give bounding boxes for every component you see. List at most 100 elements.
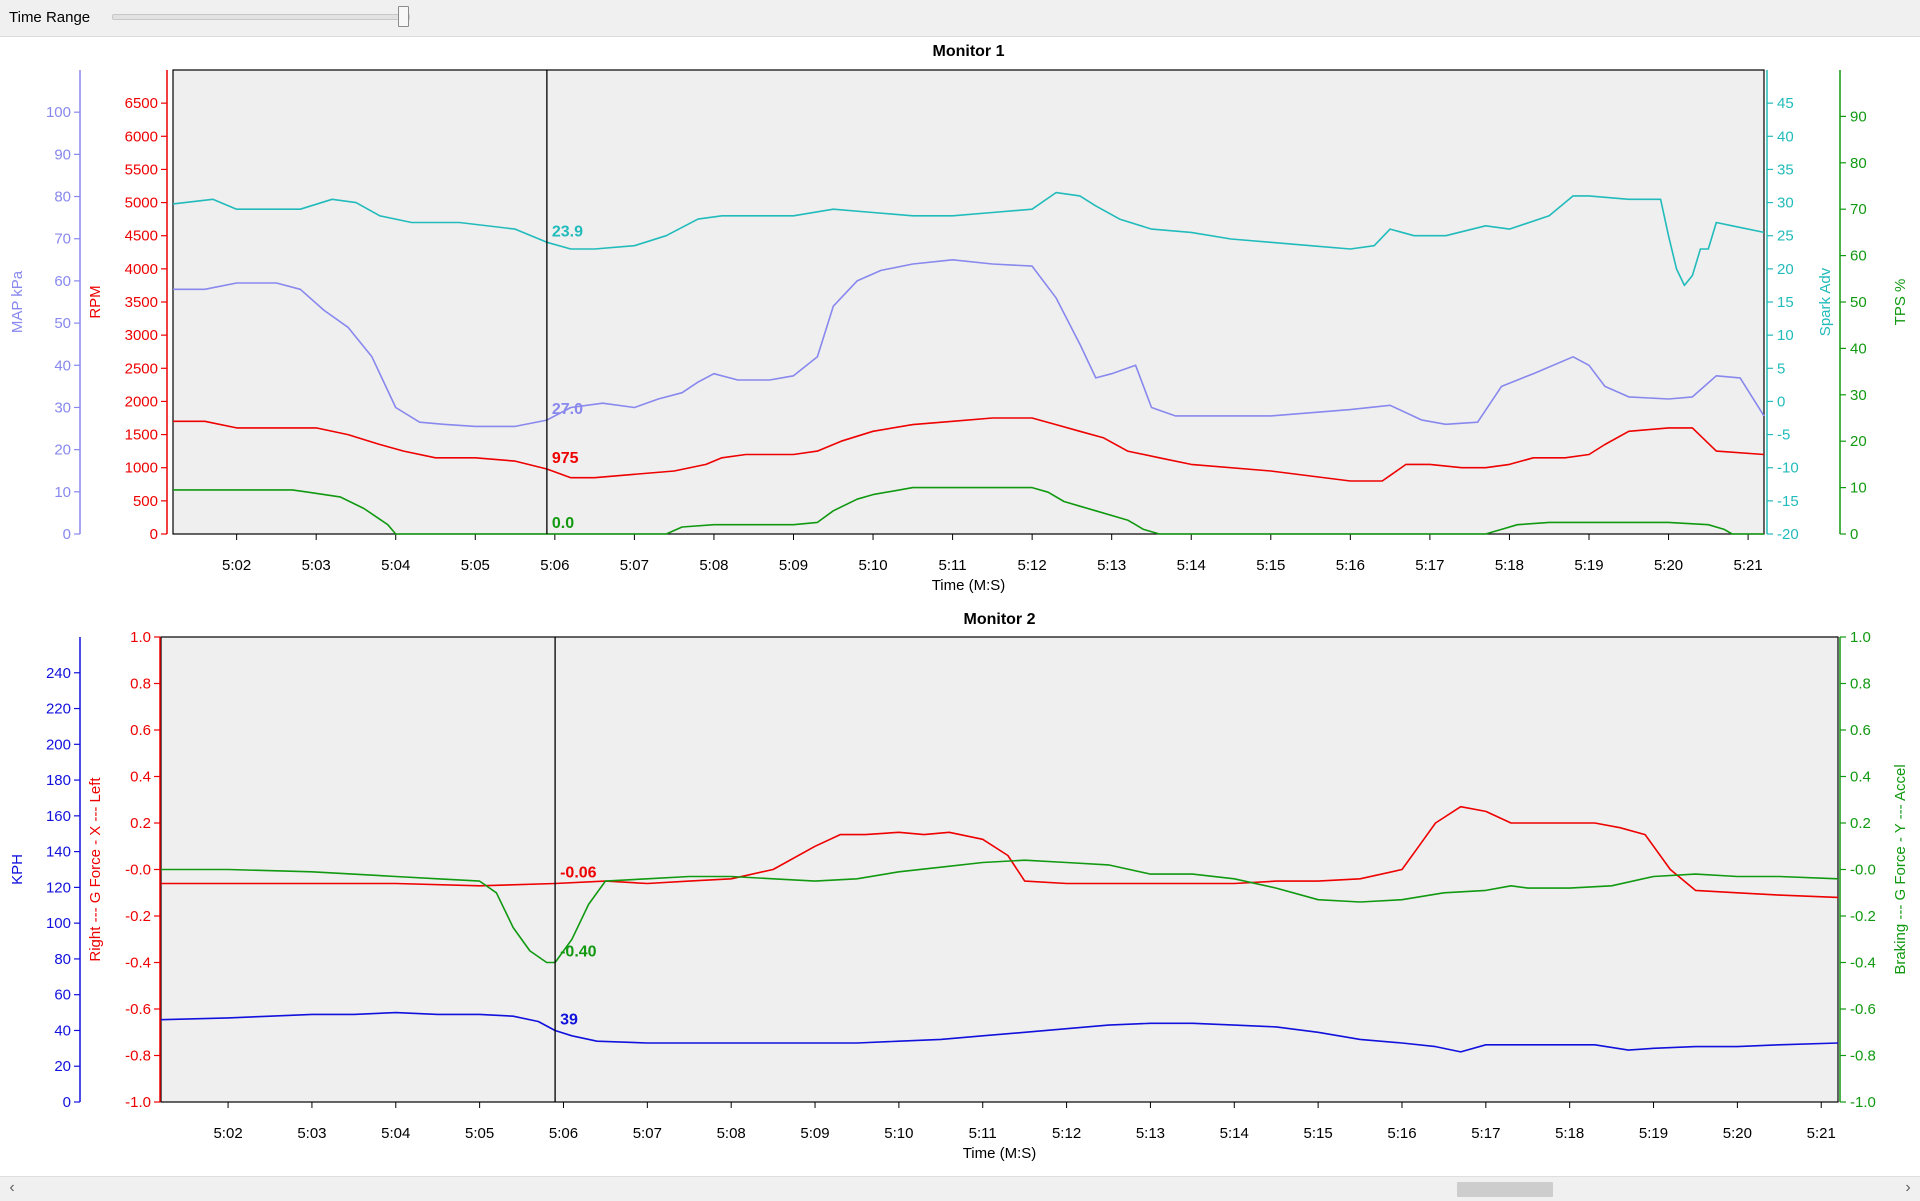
y-tick-label: 20	[54, 442, 71, 459]
x-tick-label: 5:02	[213, 1125, 242, 1142]
y-tick-label: 40	[1850, 340, 1867, 357]
y-tick-label: 60	[54, 987, 71, 1004]
x-tick-label: 5:10	[884, 1125, 913, 1142]
y-tick-label: 5500	[125, 161, 158, 178]
scroll-left-icon[interactable]: ‹	[9, 1179, 15, 1196]
y-tick-label: -0.4	[1850, 955, 1876, 972]
time-range-label: Time Range	[9, 9, 91, 26]
cursor-value-spark-adv: 23.9	[552, 223, 583, 240]
y-tick-label: 30	[54, 399, 71, 416]
y-tick-label: 220	[46, 701, 71, 718]
monitor-2-chart: Monitor 25:02 5:03 5:04 5:05 5:06 5:07 5:08 5:0…	[9, 611, 1909, 1162]
scrollbar-thumb[interactable]	[1457, 1182, 1553, 1197]
y-tick-label: 0	[1850, 526, 1858, 543]
spark-adv-axis: -20 -15 -10 -5 0 5 10 15 20 25 30 35 40 45 Spark Adv	[1766, 70, 1834, 543]
y-tick-label: 0	[1777, 393, 1785, 410]
x-tick-label: 5:10	[858, 557, 887, 574]
y-tick-label: -0.6	[1850, 1001, 1876, 1018]
cursor-value-tps: 0.0	[552, 515, 574, 532]
x-tick-label: 5:18	[1495, 557, 1524, 574]
monitor-1-chart: Monitor 15:02 5:03 5:04 5:05 5:06 5:07 5:08 5:0…	[9, 43, 1909, 594]
y-tick-label: 0.4	[1850, 769, 1871, 786]
rpm-axis: 0 500 1000 1500 2000 2500 3000 3500 4000 4500 5000…	[87, 70, 168, 543]
y-tick-label: 80	[54, 189, 71, 206]
y-tick-label: 0.2	[130, 815, 151, 832]
x-tick-label: 5:14	[1177, 557, 1206, 574]
charts-area: Monitor 15:02 5:03 5:04 5:05 5:06 5:07 5:08 5:0…	[9, 43, 1909, 1162]
y-tick-label: 0.4	[130, 769, 151, 786]
x-tick-label: 5:07	[620, 557, 649, 574]
y-tick-label: 100	[46, 104, 71, 121]
y-tick-label: 50	[54, 315, 71, 332]
x-tick-label: 5:16	[1336, 557, 1365, 574]
kph-axis-label: KPH	[9, 854, 26, 885]
y-tick-label: 6000	[125, 128, 158, 145]
y-tick-label: 40	[1777, 128, 1794, 145]
y-tick-label: -15	[1777, 493, 1799, 510]
y-tick-label: 3000	[125, 327, 158, 344]
y-tick-label: 0.8	[1850, 676, 1871, 693]
series-line-tps	[173, 486, 1764, 535]
x-tick-label: 5:08	[699, 557, 728, 574]
y-tick-label: 0.2	[1850, 815, 1871, 832]
y-tick-label: -0.4	[125, 955, 151, 972]
x-tick-label: 5:15	[1256, 557, 1285, 574]
x-tick-label: 5:17	[1415, 557, 1444, 574]
x-tick-label: 5:02	[222, 557, 251, 574]
y-tick-label: 1000	[125, 460, 158, 477]
x-tick-label: 5:09	[779, 557, 808, 574]
y-tick-label: 0	[150, 526, 158, 543]
y-tick-label: 240	[46, 665, 71, 682]
y-tick-label: 70	[54, 231, 71, 248]
x-tick-label: 5:20	[1723, 1125, 1752, 1142]
y-tick-label: 70	[1850, 201, 1867, 218]
map-kpa-axis-label: MAP kPa	[9, 270, 26, 333]
y-tick-label: 0	[63, 1094, 71, 1111]
y-tick-label: 40	[54, 1022, 71, 1039]
x-axis-label: Time (M:S)	[932, 577, 1006, 594]
scroll-right-icon[interactable]: ›	[1905, 1179, 1911, 1196]
y-tick-label: 20	[1777, 261, 1794, 278]
x-tick-label: 5:03	[297, 1125, 326, 1142]
y-tick-label: 1.0	[130, 629, 151, 646]
y-tick-label: -0.8	[125, 1048, 151, 1065]
y-tick-label: 0.8	[130, 676, 151, 693]
cursor-value-g-force-y: -0.40	[560, 944, 597, 961]
g-force-y-axis: -1.0 -0.8 -0.6 -0.4 -0.2 -0.0 0.2 0.4 0.6 0.8 1.0 B…	[1839, 629, 1909, 1111]
y-tick-label: -0.0	[125, 862, 151, 879]
horizontal-scrollbar[interactable]: ‹ ›	[0, 1176, 1920, 1201]
kph-axis: 0 20 40 60 80 100 120 140 160 180 200 220 240 KPH	[9, 637, 81, 1111]
y-tick-label: 20	[54, 1058, 71, 1075]
y-tick-label: -5	[1777, 427, 1790, 444]
x-tick-label: 5:04	[381, 557, 410, 574]
y-tick-label: 25	[1777, 228, 1794, 245]
g-force-x-axis-label: Right --- G Force - X --- Left	[87, 777, 104, 962]
y-tick-label: 35	[1777, 161, 1794, 178]
toolbar: Time Range	[0, 0, 1920, 37]
cursor-value-map-kpa: 27.0	[552, 401, 583, 418]
time-range-slider-track[interactable]	[112, 14, 410, 20]
x-axis: 5:02 5:03 5:04 5:05 5:06 5:07 5:08 5:09 5:10 5:11…	[213, 1102, 1836, 1142]
x-tick-label: 5:06	[549, 1125, 578, 1142]
cursor-value-rpm: 975	[552, 450, 579, 467]
y-tick-label: 1.0	[1850, 629, 1871, 646]
x-axis-label: Time (M:S)	[963, 1145, 1037, 1162]
series-line-g-force-y	[161, 859, 1839, 964]
y-tick-label: 200	[46, 736, 71, 753]
y-tick-label: -0.2	[125, 908, 151, 925]
y-tick-label: 20	[1850, 433, 1867, 450]
spark-adv-axis-label: Spark Adv	[1817, 267, 1834, 336]
y-tick-label: 3500	[125, 294, 158, 311]
y-tick-label: 160	[46, 808, 71, 825]
y-tick-label: 10	[54, 484, 71, 501]
x-tick-label: 5:12	[1052, 1125, 1081, 1142]
g-force-y-axis-label: Braking --- G Force - Y --- Accel	[1892, 764, 1909, 974]
plot-area	[160, 636, 1839, 1103]
x-tick-label: 5:03	[302, 557, 331, 574]
x-tick-label: 5:21	[1807, 1125, 1836, 1142]
y-tick-label: 30	[1777, 195, 1794, 212]
time-range-slider-thumb[interactable]	[398, 6, 409, 27]
y-tick-label: -1.0	[125, 1094, 151, 1111]
x-tick-label: 5:13	[1097, 557, 1126, 574]
x-axis: 5:02 5:03 5:04 5:05 5:06 5:07 5:08 5:09 5:10 5:11…	[222, 534, 1763, 574]
